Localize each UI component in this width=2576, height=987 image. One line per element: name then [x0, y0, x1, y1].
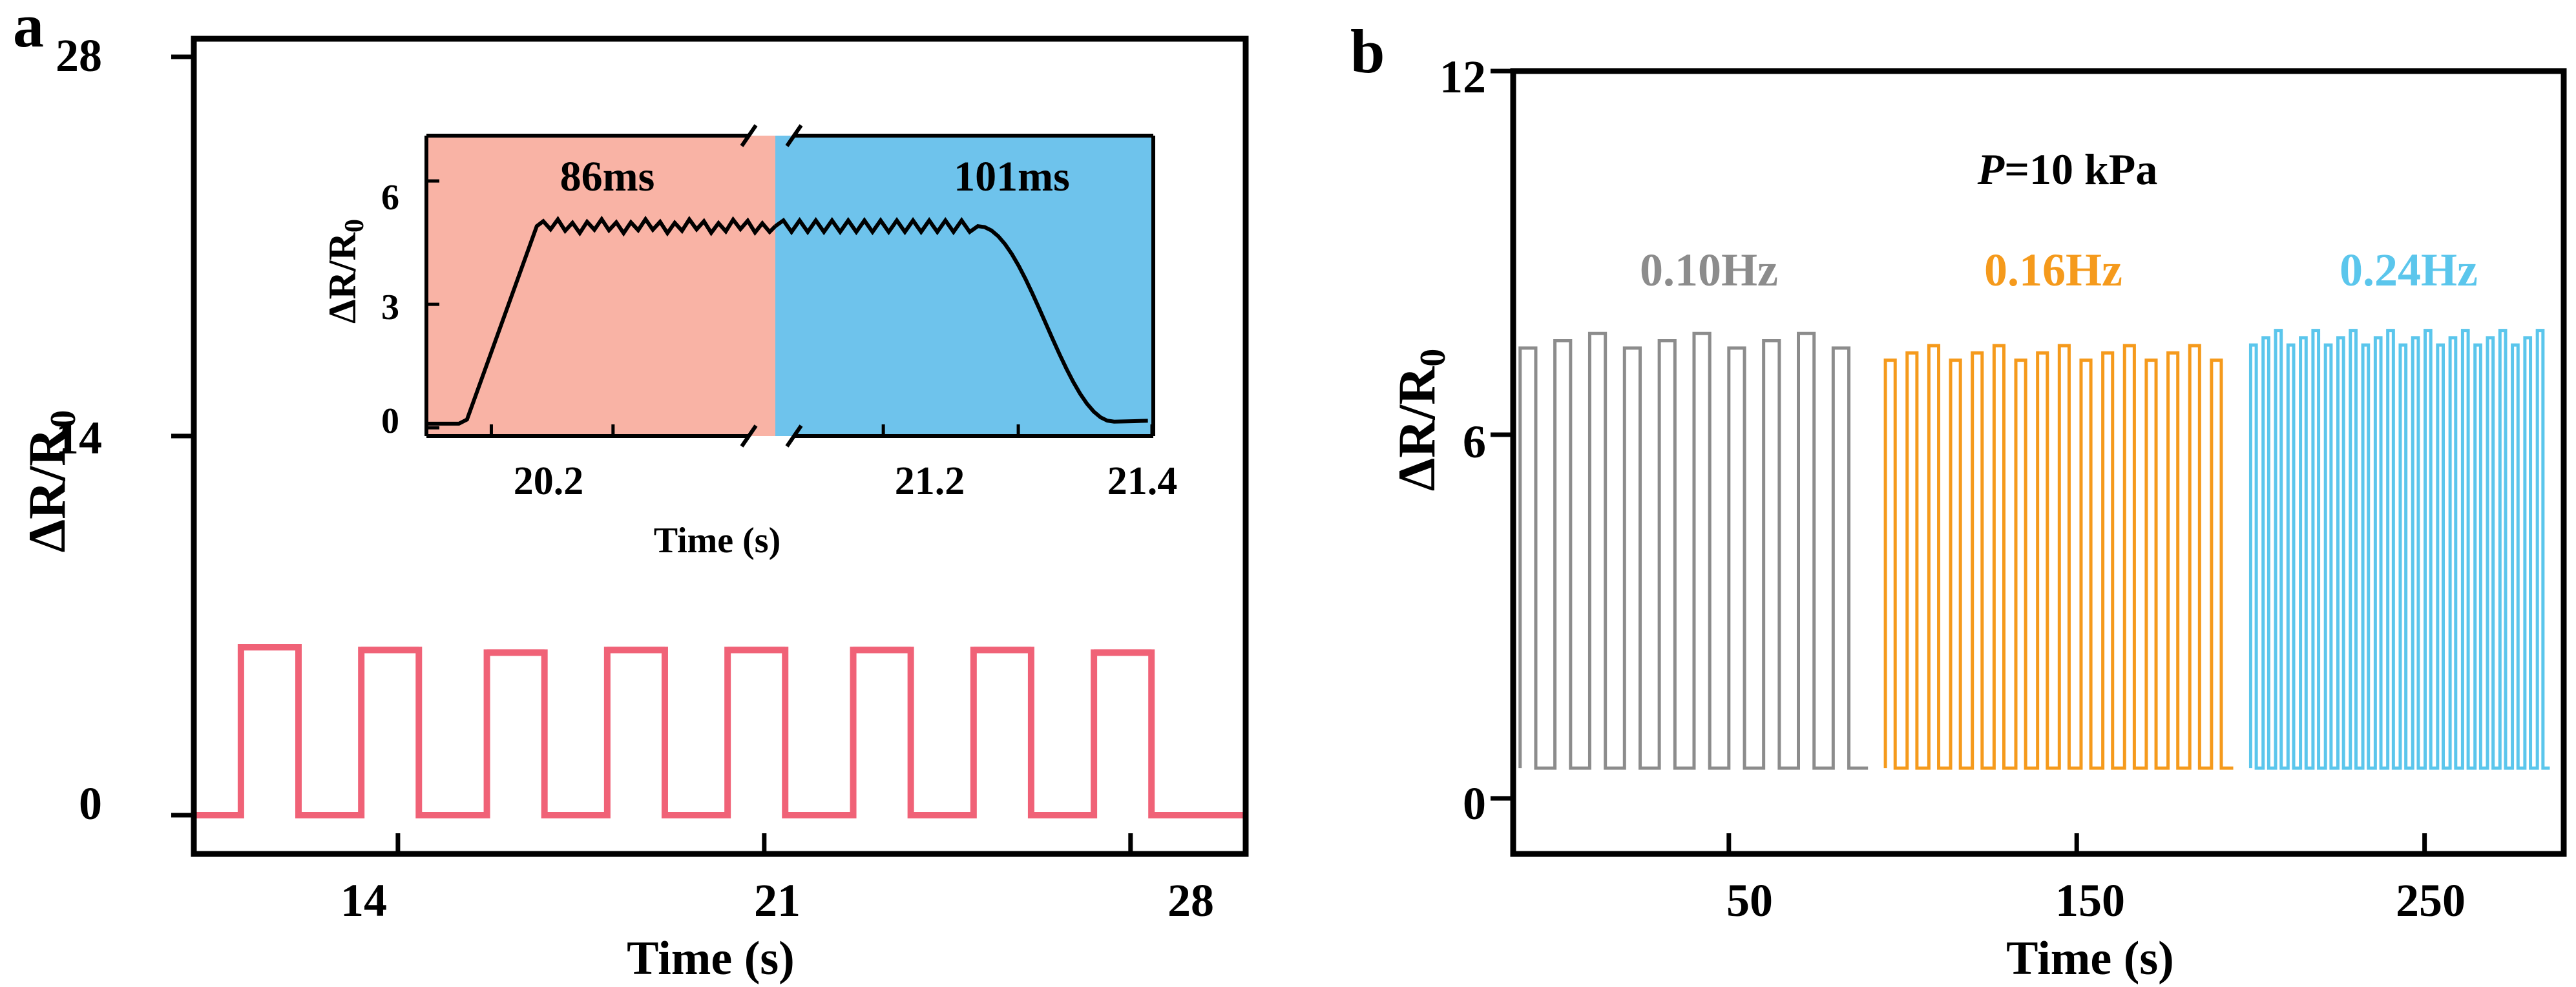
panel-b-frame: [1491, 68, 2567, 857]
panel-a-label: a: [13, 0, 44, 60]
series-0-16hz-trace: [1883, 344, 2234, 770]
pressure-response-trace: [194, 644, 1246, 818]
panel-b-ylabel-main: ΔR/R: [1387, 366, 1446, 491]
inset-ytick-0: 0: [381, 401, 399, 441]
inset-xtick-20-2: 20.2: [514, 459, 584, 503]
pressure-condition-value: =10 kPa: [2004, 145, 2157, 194]
inset-ylabel-sub: 0: [340, 219, 370, 233]
panel-a-ylabel-sub: 0: [43, 410, 83, 428]
legend-0-24hz: 0.24Hz: [2340, 244, 2478, 296]
panel-a-ytick-14: 14: [56, 412, 102, 464]
inset-xtick-21-4: 21.4: [1107, 459, 1178, 503]
panel-b-xlabel: Time (s): [2006, 932, 2174, 985]
panel-a-plot-frame: [191, 36, 1249, 857]
panel-b-y-axis-label: ΔR/R0: [1387, 349, 1453, 492]
panel-a-ytick-0: 0: [79, 778, 102, 829]
panel-a-inset: [424, 124, 1155, 448]
inset-xlabel: Time (s): [654, 521, 781, 561]
pressure-condition-symbol: P: [1977, 145, 2005, 194]
inset-loading-curve: [426, 215, 777, 426]
legend-0-16hz: 0.16Hz: [1984, 244, 2122, 296]
panel-a-series: [194, 644, 1246, 818]
series-0-24hz-trace: [2248, 329, 2550, 770]
legend-0-10hz: 0.10Hz: [1640, 244, 1778, 296]
panel-b-xtick-50: 50: [1726, 875, 1773, 926]
panel-a-xlabel: Time (s): [627, 932, 795, 985]
panel-a-chart: a 28 14 0 ΔR/R0 14 21 28 Time (s) 6 3 0 …: [13, 0, 1249, 985]
panel-b-ylabel-sub: 0: [1413, 349, 1453, 367]
panel-b-ytick-12: 12: [1440, 51, 1486, 103]
panel-a-xtick-21: 21: [754, 875, 801, 926]
svg-text:ΔR/R0: ΔR/R0: [17, 410, 83, 553]
inset-ylabel-main: ΔR/R: [321, 232, 364, 324]
inset-y-axis-label: ΔR/R0: [321, 219, 370, 324]
pressure-condition-label: P=10 kPa: [1977, 145, 2158, 194]
panel-b-chart: b 12 6 0 ΔR/R0 50 150 250 Time (s) P=10 …: [1350, 17, 2567, 985]
inset-axis-break-2b: [785, 424, 803, 448]
panel-b-label: b: [1350, 17, 1385, 86]
panel-b-xtick-150: 150: [2055, 875, 2125, 926]
inset-ytick-3: 3: [381, 287, 399, 327]
panel-a-y-axis-label: ΔR/R0: [17, 410, 83, 553]
inset-axis-break-1b: [785, 124, 803, 147]
inset-axis-break-2a: [740, 424, 758, 448]
inset-annotation-101ms: 101ms: [954, 153, 1070, 200]
panel-a-xtick-14: 14: [340, 875, 387, 926]
inset-annotation-86ms: 86ms: [560, 153, 655, 200]
inset-xtick-21-2: 21.2: [895, 459, 965, 503]
panel-a-frame: [171, 36, 1249, 857]
inset-ytick-6: 6: [381, 178, 399, 218]
inset-axis-break-1a: [740, 124, 758, 147]
inset-unloading-region: [775, 136, 1153, 436]
panel-b-ytick-0: 0: [1463, 778, 1486, 829]
inset-loading-region: [426, 136, 775, 436]
inset-unloading-curve: [774, 217, 1148, 424]
panel-b-plot-frame: [1510, 68, 2567, 857]
panel-a-ylabel-main: ΔR/R: [17, 428, 76, 552]
svg-text:ΔR/R0: ΔR/R0: [1387, 349, 1453, 492]
panel-b-xtick-250: 250: [2396, 875, 2466, 926]
panel-a-xtick-28: 28: [1168, 875, 1214, 926]
svg-text:ΔR/R0: ΔR/R0: [321, 219, 370, 324]
series-0-10hz-trace: [1518, 331, 1869, 770]
panel-b-series: [1518, 329, 2550, 770]
panel-b-ytick-6: 6: [1463, 416, 1486, 468]
inset-background: [426, 136, 1153, 436]
panel-a-ytick-28: 28: [56, 30, 102, 81]
